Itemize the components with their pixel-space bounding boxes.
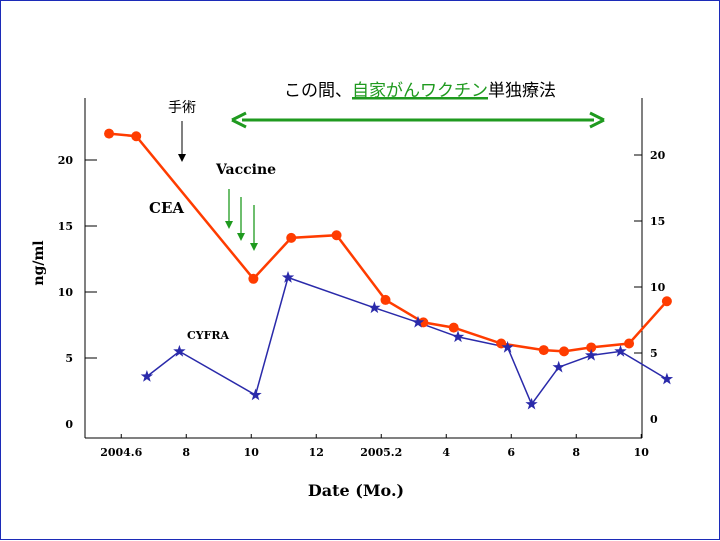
cyfra-point: [525, 397, 538, 410]
cyfra-point: [173, 344, 186, 357]
y-tick-label-left: 20: [58, 154, 74, 167]
cea-point: [559, 346, 570, 357]
cyfra-point: [614, 344, 627, 357]
period-label-highlight: 自家がんワクチン: [352, 81, 488, 101]
x-tick-label: 6: [507, 446, 515, 459]
x-tick-label: 10: [244, 446, 260, 459]
cyfra-point: [140, 370, 154, 382]
cea-point: [331, 230, 342, 241]
y-tick-label-left: 10: [58, 286, 74, 299]
cyfra-point: [585, 348, 598, 361]
cea-point: [586, 342, 597, 353]
cea-point: [538, 345, 549, 356]
period-arrowhead-right: [589, 111, 605, 129]
surgery-label: 手術: [168, 100, 196, 116]
y-tick-label-right: 0: [650, 413, 658, 426]
cyfra-point: [451, 330, 465, 343]
cyfra-point: [281, 271, 295, 283]
cea-point: [104, 128, 115, 139]
cyfra-point: [368, 301, 381, 314]
cyfra-point: [552, 360, 565, 373]
cyfra-point: [660, 372, 674, 385]
x-tick-label: 2005.2: [360, 446, 402, 459]
y-tick-label-left: 15: [58, 220, 73, 233]
x-tick-label: 12: [309, 446, 324, 459]
series-label-cea: CEA: [149, 199, 184, 217]
y-tick-label-left: 0: [65, 418, 73, 431]
y-tick-label-right: 10: [650, 281, 666, 294]
vaccine-arrowhead: [250, 243, 258, 251]
cyfra-point: [411, 315, 425, 328]
cea-point: [448, 322, 459, 333]
cea-point: [248, 273, 259, 284]
cyfra-point: [501, 340, 514, 353]
cyfra-point: [249, 388, 262, 401]
cea-point: [661, 296, 672, 307]
vaccine-arrowhead: [225, 221, 233, 229]
x-tick-label: 2004.6: [100, 446, 142, 459]
cea-point: [286, 232, 297, 243]
x-tick-label: 10: [634, 446, 650, 459]
y-tick-label-left: 5: [65, 352, 73, 365]
period-label-suffix: 単独療法: [488, 81, 556, 101]
cea-point: [380, 294, 391, 305]
period-arrowhead-left: [231, 111, 247, 129]
y-tick-label-right: 20: [650, 149, 666, 162]
surgery-arrowhead: [178, 154, 186, 162]
period-label: この間、自家がんワクチン単独療法: [284, 81, 556, 101]
cea-point: [131, 131, 142, 142]
y-tick-label-right: 15: [650, 215, 665, 228]
cea-point: [624, 338, 635, 349]
y-axis-label: ng/ml: [31, 240, 47, 285]
x-axis-label: Date (Mo.): [308, 481, 404, 500]
y-tick-label-right: 5: [650, 347, 658, 360]
x-tick-label: 8: [182, 446, 190, 459]
vaccine-label: Vaccine: [215, 162, 276, 178]
series-label-cyfra: CYFRA: [187, 329, 230, 342]
vaccine-arrowhead: [237, 233, 245, 241]
period-label-prefix: この間、: [284, 81, 352, 101]
cea-line: [108, 132, 668, 353]
x-tick-label: 8: [572, 446, 580, 459]
x-tick-label: 4: [442, 446, 450, 459]
